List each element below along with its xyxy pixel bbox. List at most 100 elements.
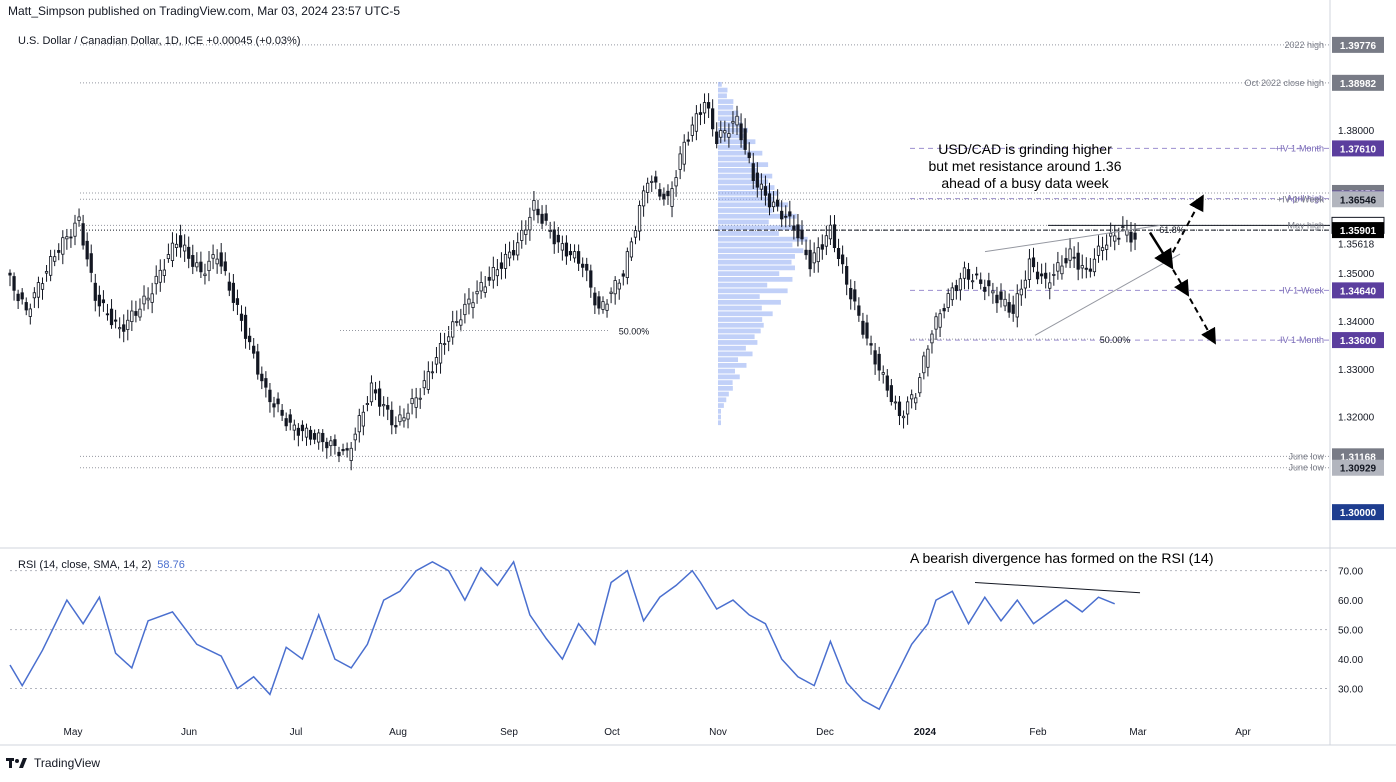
candle-body — [24, 302, 28, 311]
candle-body — [617, 282, 621, 290]
candle-body — [576, 251, 581, 264]
candle-body — [398, 414, 402, 423]
price-tag — [1332, 36, 1384, 53]
candle-body — [808, 249, 812, 270]
candle-body — [715, 131, 719, 144]
candle-body — [77, 216, 81, 221]
candle-body — [771, 201, 776, 208]
time-axis-label: Feb — [1029, 727, 1047, 738]
candle-body — [426, 371, 430, 390]
candle-body — [93, 282, 97, 301]
candle-body — [231, 282, 236, 303]
candle-body — [386, 405, 390, 410]
symbol-info[interactable]: U.S. Dollar / Canadian Dollar, 1D, ICE +… — [18, 35, 301, 47]
candle-body — [345, 448, 349, 451]
candle-body — [905, 401, 910, 415]
candle-body — [698, 112, 703, 115]
candle-body — [296, 427, 300, 436]
candle-body — [532, 200, 536, 211]
candle-body — [487, 276, 491, 281]
candle-body — [861, 320, 865, 335]
candle-body — [1096, 245, 1101, 256]
candle-body — [658, 189, 662, 197]
upper-trendline — [984, 224, 1161, 253]
candle-body — [438, 343, 443, 364]
price-tick-label: 1.32000 — [1338, 413, 1375, 424]
candle-body — [256, 351, 260, 375]
time-axis-label: Nov — [709, 727, 727, 738]
candle-body — [430, 371, 435, 374]
candle-body — [187, 246, 191, 259]
price-tag-value: 1.30929 — [1340, 464, 1377, 475]
candle-body — [447, 336, 451, 342]
volume-profile-bar — [718, 363, 747, 368]
candle-body — [85, 240, 89, 260]
candle-body — [987, 280, 991, 287]
price-tick-label: 1.34000 — [1338, 317, 1375, 328]
candle-body — [926, 348, 930, 368]
candle-body — [910, 394, 914, 400]
candle-body — [950, 287, 954, 301]
candle-body — [248, 335, 252, 343]
candle-body — [853, 289, 857, 302]
candle-body — [625, 251, 629, 278]
volume-profile-bar — [718, 190, 779, 196]
price-tick-label: 1.35618 — [1338, 240, 1375, 251]
candle-body — [686, 139, 690, 142]
candle-body — [36, 282, 41, 298]
candle-body — [333, 439, 337, 446]
candle-body — [727, 133, 731, 138]
candle-body — [1104, 244, 1109, 250]
candle-body — [142, 295, 146, 305]
volume-profile-bar — [718, 368, 735, 374]
candle-body — [666, 190, 670, 197]
candle-body — [605, 303, 609, 311]
volume-profile-bar — [718, 345, 746, 351]
price-level-tag: April high — [1286, 194, 1324, 204]
candle-body — [1088, 268, 1092, 272]
volume-profile-bar — [718, 351, 753, 357]
candle-body — [824, 235, 828, 247]
candle-body — [499, 262, 504, 269]
volume-profile-bar — [718, 162, 769, 168]
candle-body — [548, 230, 552, 233]
volume-profile-bar — [718, 299, 781, 305]
candle-body — [8, 272, 12, 276]
candle-body — [97, 294, 101, 307]
volume-profile-bar — [718, 357, 739, 363]
rsi-tick-label: 50.00 — [1338, 626, 1363, 637]
price-tag-value: 1.36546 — [1340, 195, 1377, 206]
candle-body — [678, 153, 682, 170]
candle-body — [40, 283, 45, 290]
candle-body — [154, 275, 158, 285]
candle-body — [280, 409, 284, 416]
volume-profile-bar — [718, 81, 722, 87]
candle-body — [170, 242, 175, 261]
fib-label: 50.00% — [619, 327, 650, 337]
rsi-legend[interactable]: RSI (14, close, SMA, 14, 2) 58.76 — [18, 559, 185, 571]
candle-body — [288, 414, 292, 423]
candle-body — [682, 141, 686, 165]
candle-body — [191, 255, 195, 267]
candle-body — [865, 322, 869, 339]
price-level-tag: June low — [1288, 451, 1324, 461]
price-level-tag: Oct 2022 close high — [1244, 78, 1324, 88]
footer[interactable]: TradingView — [6, 756, 100, 770]
price-level-tag: June low — [1288, 463, 1324, 473]
volume-profile-bar — [718, 156, 749, 162]
candle-body — [146, 297, 150, 301]
footer-brand: TradingView — [34, 756, 101, 770]
candle-body — [512, 250, 516, 256]
candle-body — [410, 398, 414, 405]
candle-body — [889, 385, 893, 403]
price-tag-value: 1.38982 — [1340, 79, 1377, 90]
fib-label: 50.00% — [1100, 335, 1131, 345]
candle-body — [723, 130, 727, 134]
candle-body — [325, 441, 329, 449]
volume-profile-bar — [718, 322, 764, 328]
price-tag-value: 1.30000 — [1340, 508, 1377, 519]
price-tag — [1332, 140, 1384, 157]
price-level-tag: +IV 1-Week — [1277, 194, 1325, 204]
volume-profile-bar — [718, 294, 760, 299]
